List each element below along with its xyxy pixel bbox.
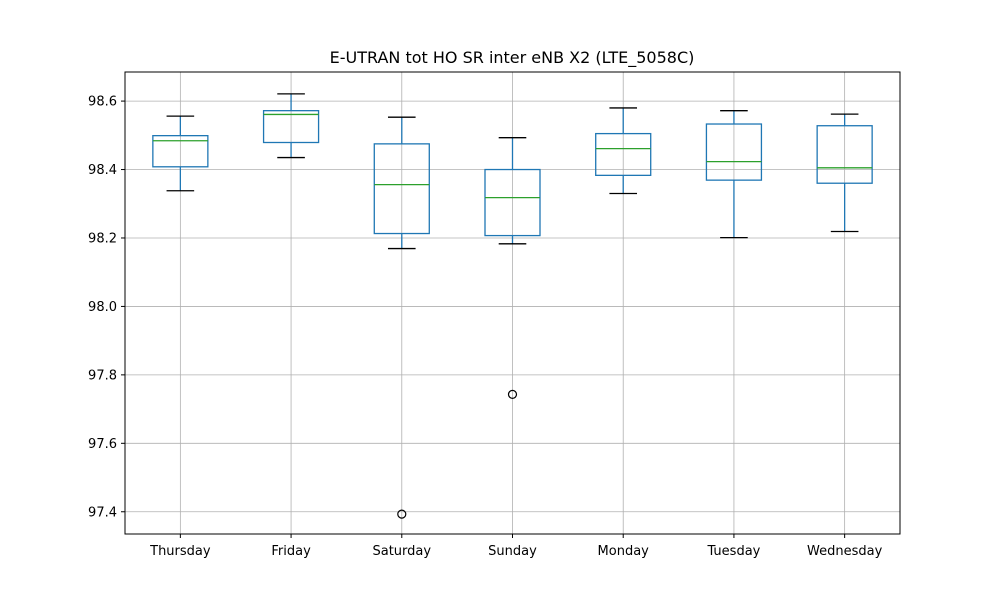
x-tick-label: Thursday — [149, 544, 211, 559]
box-iqr — [816, 125, 873, 184]
y-tick-label: 97.8 — [88, 368, 117, 383]
y-tick-label: 98.2 — [88, 231, 117, 246]
x-tick-label: Saturday — [372, 544, 431, 559]
box-iqr — [373, 143, 430, 235]
box-iqr — [262, 110, 320, 144]
y-tick-label: 97.4 — [88, 505, 117, 520]
y-tick-label: 97.6 — [88, 437, 117, 452]
y-tick-label: 98.4 — [88, 163, 117, 178]
outlier-point — [507, 389, 518, 399]
box-iqr — [152, 135, 209, 168]
box-iqr — [705, 123, 763, 181]
boxes — [152, 93, 873, 519]
y-tick-label: 98.0 — [88, 300, 117, 315]
box-iqr — [595, 132, 652, 177]
tick-labels: 97.4 97.6 97.8 98.0 98.2 98.4 98.6 Thursday Frid… — [88, 95, 883, 559]
box-thursday — [152, 115, 209, 192]
y-tick-label: 98.6 — [88, 95, 117, 110]
axes — [121, 71, 901, 538]
x-tick-label: Monday — [598, 544, 650, 559]
box-sunday — [484, 137, 541, 399]
box-monday — [595, 107, 652, 195]
box-friday — [262, 93, 320, 159]
chart-title: E-UTRAN tot HO SR inter eNB X2 (LTE_5058… — [330, 48, 695, 68]
box-tuesday — [705, 110, 763, 239]
x-tick-label: Tuesday — [706, 544, 760, 559]
box-wednesday — [816, 113, 873, 233]
box-saturday — [373, 116, 430, 519]
box-iqr — [484, 168, 541, 237]
outlier-point — [397, 509, 407, 519]
x-tick-label: Wednesday — [807, 544, 883, 559]
x-tick-label: Friday — [271, 544, 311, 559]
x-tick-label: Sunday — [488, 544, 537, 559]
